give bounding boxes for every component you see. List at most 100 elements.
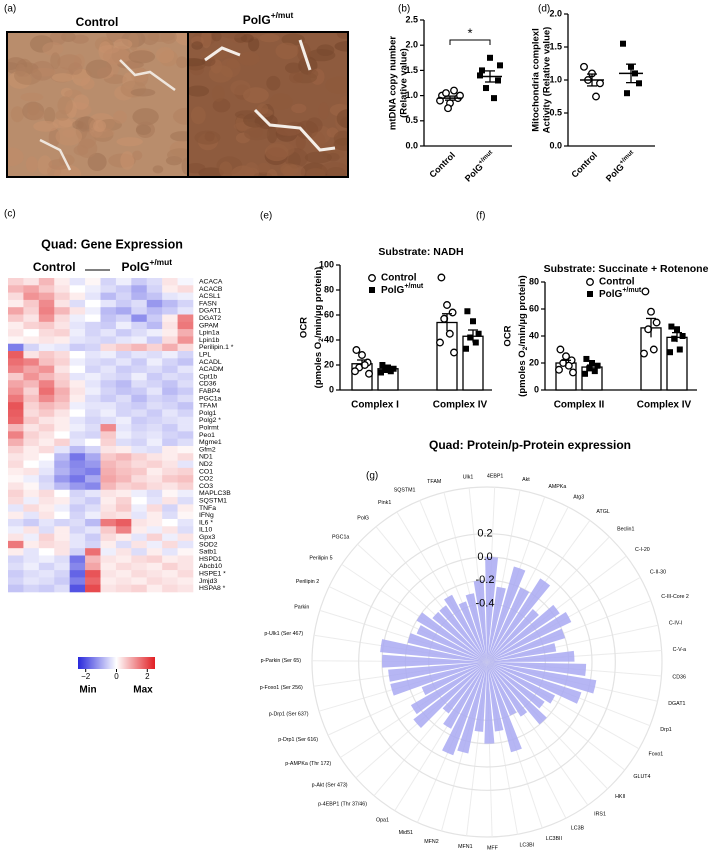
heatmap-cell (23, 453, 40, 461)
row-label: FABP4 (199, 388, 220, 395)
heatmap-cell (115, 482, 132, 491)
legend-marker (369, 287, 375, 293)
tissue-cell (71, 34, 89, 44)
data-point (444, 104, 452, 113)
y-tick-label: 20 (529, 357, 539, 367)
heatmap-cell (85, 445, 101, 454)
heatmap-cell (85, 438, 101, 447)
y-tick-label: 100 (319, 259, 334, 269)
row-label: Gpx3 (199, 534, 215, 541)
image-title: Control (76, 15, 119, 29)
heatmap-cell (85, 453, 101, 461)
legend-marker (586, 278, 594, 286)
heatmap-cell (69, 526, 86, 534)
radial-bar (485, 557, 499, 662)
heatmap-cell (38, 562, 55, 571)
radial-bar (487, 662, 545, 709)
heatmap-cell (8, 365, 24, 374)
heatmap-cell (162, 526, 178, 534)
heatmap-cell (23, 460, 40, 469)
heatmap-cell (8, 351, 24, 359)
heatmap-cell (8, 460, 24, 469)
heatmap-cell (177, 431, 194, 439)
heatmap-cell (54, 577, 70, 585)
heatmap-cell (8, 467, 24, 476)
tissue-cell (307, 49, 336, 62)
tissue-cell (284, 62, 302, 74)
heatmap-cell (115, 365, 132, 374)
heatmap-cell (85, 372, 101, 381)
heatmap-cell (131, 453, 148, 461)
heatmap-cell (8, 387, 24, 396)
heatmap-cell (54, 518, 70, 527)
data-point (470, 318, 476, 325)
heatmap-cell (115, 438, 132, 447)
heatmap-cell (177, 570, 194, 578)
data-point (463, 345, 469, 352)
heatmap-cell (100, 387, 117, 396)
data-point (487, 54, 493, 61)
tissue-cell (211, 32, 222, 42)
panel-label: (d) (538, 4, 550, 15)
heatmap-cell (177, 555, 194, 564)
chart-title: Substrate: NADH (378, 246, 463, 258)
y-tick-label: 0 (329, 384, 334, 394)
radial-bar (465, 593, 487, 662)
tissue-cell (336, 109, 348, 129)
heatmap-cell (177, 329, 194, 337)
heatmap-cell (85, 292, 101, 301)
data-point (674, 326, 680, 333)
heatmap-cell (8, 548, 24, 556)
data-point (580, 62, 588, 71)
heatmap-cell (177, 540, 194, 549)
heatmap-cell (100, 518, 117, 527)
heatmap-cell (131, 409, 148, 418)
heatmap-cell (115, 329, 132, 337)
heatmap-cell (146, 562, 163, 571)
y-tick-label: 0 (534, 384, 539, 394)
heatmap-cell (115, 351, 132, 359)
heatmap-cell (131, 467, 148, 476)
row-label: CO2 (199, 476, 213, 483)
r-tick-label: 0.2 (477, 528, 492, 540)
heatmap-cell (8, 292, 24, 301)
heatmap-cell (54, 299, 70, 308)
row-label: Satb1 (199, 549, 217, 556)
heatmap-cell (54, 336, 70, 345)
heatmap-cell (162, 540, 178, 549)
heatmap-cell (38, 518, 55, 527)
heatmap-cell (54, 562, 70, 571)
row-label: CD36 (199, 381, 217, 388)
category-label: LC3B (571, 825, 585, 831)
heatmap-cell (69, 497, 86, 505)
row-label: Cpt1b (199, 373, 217, 380)
data-point (491, 95, 497, 102)
heatmap-cell (8, 526, 24, 534)
y-tick-label: 80 (324, 284, 334, 294)
row-label: Perilipin.1 * (199, 344, 234, 351)
heatmap-cell (177, 548, 194, 556)
heatmap-cell (69, 511, 86, 520)
heatmap-cell (115, 372, 132, 381)
heatmap-cell (54, 497, 70, 505)
tissue-cell (307, 69, 319, 79)
heatmap-cell (115, 380, 132, 388)
radial-bar (458, 601, 487, 662)
heatmap-cell (23, 431, 40, 439)
data-point (442, 89, 450, 98)
heatmap-cell (115, 278, 132, 286)
heatmap-cell (69, 562, 86, 571)
heatmap-cell (85, 460, 101, 469)
category-label: Drp1 (660, 727, 672, 733)
heatmap-cell (54, 358, 70, 366)
heatmap-cell (23, 365, 40, 374)
heatmap-cell (177, 504, 194, 512)
heatmap-cell (38, 365, 55, 374)
tissue-cell (49, 32, 67, 46)
heatmap-cell (85, 475, 101, 483)
category-label: LC3BII (546, 836, 562, 842)
heatmap-cell (177, 358, 194, 366)
heatmap-cell (162, 511, 178, 520)
tissue-cell (72, 120, 84, 130)
heatmap-cell (69, 278, 86, 286)
